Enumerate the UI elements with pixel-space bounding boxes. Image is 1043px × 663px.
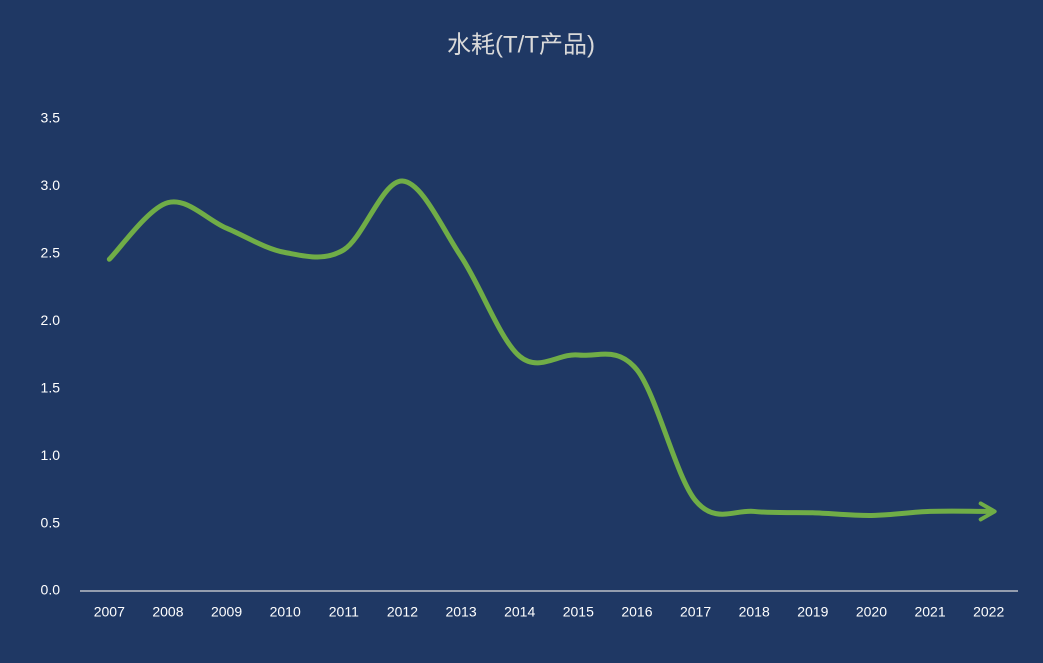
x-tick-label: 2020 bbox=[856, 604, 887, 620]
x-tick-label: 2017 bbox=[680, 604, 711, 620]
y-tick-label: 3.0 bbox=[41, 177, 61, 193]
x-tick-label: 2010 bbox=[270, 604, 301, 620]
line bbox=[106, 178, 997, 522]
chart-title: 水耗(T/T产品) bbox=[447, 31, 595, 58]
y-tick-label: 0.5 bbox=[41, 514, 61, 530]
x-tick-label: 2015 bbox=[563, 604, 594, 620]
y-tick-label: 1.0 bbox=[41, 447, 61, 463]
x-tick-label: 2007 bbox=[94, 604, 125, 620]
x-tick-label: 2019 bbox=[797, 604, 828, 620]
y-tick-label: 2.0 bbox=[41, 312, 61, 328]
x-tick-label: 2012 bbox=[387, 604, 418, 620]
y-tick-label: 0.0 bbox=[41, 582, 61, 598]
x-tick-label: 2008 bbox=[152, 604, 183, 620]
x-tick-label: 2014 bbox=[504, 604, 535, 620]
x-tick-label: 2018 bbox=[739, 604, 770, 620]
x-tick-label: 2021 bbox=[914, 604, 945, 620]
y-tick-label: 1.5 bbox=[41, 379, 61, 395]
y-tick-label: 2.5 bbox=[41, 245, 61, 261]
y-tick-label: 3.5 bbox=[41, 110, 61, 126]
x-tick-label: 2013 bbox=[445, 604, 476, 620]
x-tick-label: 2011 bbox=[329, 604, 359, 620]
x-tick-label: 2022 bbox=[973, 604, 1004, 620]
x-tick-label: 2016 bbox=[621, 604, 652, 620]
x-tick-label: 2009 bbox=[211, 604, 242, 620]
